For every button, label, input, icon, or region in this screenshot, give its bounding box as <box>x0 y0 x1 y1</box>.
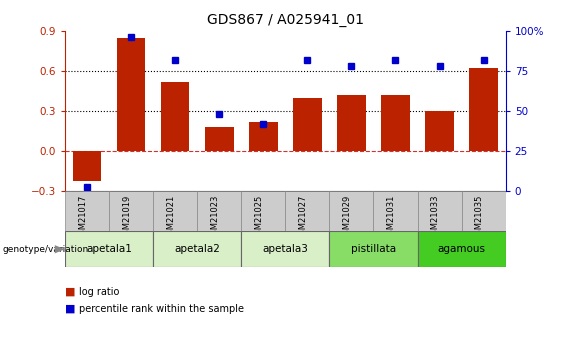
Text: GSM21027: GSM21027 <box>298 195 307 240</box>
Text: log ratio: log ratio <box>79 287 119 296</box>
Text: pistillata: pistillata <box>351 244 396 254</box>
Bar <box>425 111 454 151</box>
Text: apetala3: apetala3 <box>262 244 308 254</box>
Text: GSM21017: GSM21017 <box>78 195 87 240</box>
Text: agamous: agamous <box>438 244 485 254</box>
Bar <box>418 191 462 231</box>
Bar <box>337 95 366 151</box>
Bar <box>462 191 506 231</box>
Bar <box>65 191 109 231</box>
Text: GSM21031: GSM21031 <box>386 195 396 240</box>
Bar <box>381 95 410 151</box>
Bar <box>117 38 145 151</box>
Bar <box>241 191 285 231</box>
Bar <box>285 191 329 231</box>
Text: apetala1: apetala1 <box>86 244 132 254</box>
Text: ■: ■ <box>65 304 79 314</box>
Bar <box>197 191 241 231</box>
Bar <box>249 122 277 151</box>
Text: GSM21021: GSM21021 <box>166 195 175 240</box>
Bar <box>153 191 197 231</box>
Bar <box>329 231 418 267</box>
Bar <box>65 231 153 267</box>
Bar <box>205 127 233 151</box>
Text: ■: ■ <box>65 287 79 296</box>
Title: GDS867 / A025941_01: GDS867 / A025941_01 <box>207 13 364 27</box>
Text: GSM21029: GSM21029 <box>342 195 351 240</box>
Bar <box>73 151 101 181</box>
Bar <box>329 191 373 231</box>
Bar <box>241 231 329 267</box>
Text: GSM21033: GSM21033 <box>431 195 440 240</box>
Bar <box>109 191 153 231</box>
Bar <box>153 231 241 267</box>
Text: GSM21019: GSM21019 <box>122 195 131 240</box>
Bar <box>470 68 498 151</box>
Bar <box>161 82 189 151</box>
Bar <box>418 231 506 267</box>
Text: genotype/variation: genotype/variation <box>3 245 89 254</box>
Bar <box>373 191 418 231</box>
Text: GSM21035: GSM21035 <box>475 195 484 240</box>
Text: percentile rank within the sample: percentile rank within the sample <box>79 304 244 314</box>
Text: GSM21025: GSM21025 <box>254 195 263 240</box>
Text: GSM21023: GSM21023 <box>210 195 219 240</box>
Bar <box>293 98 321 151</box>
Text: apetala2: apetala2 <box>174 244 220 254</box>
